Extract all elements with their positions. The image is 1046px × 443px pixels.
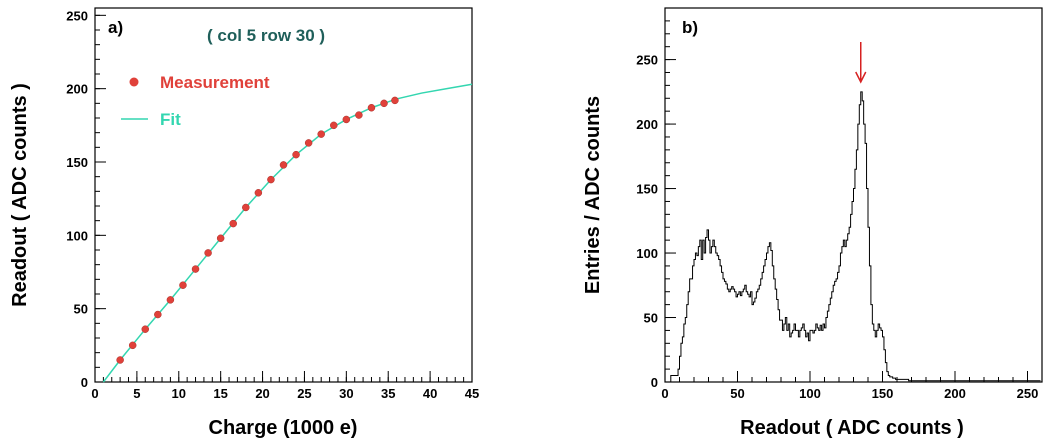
peak-arrow <box>855 42 867 84</box>
panel-a-x-tick-label: 10 <box>172 386 186 401</box>
measurement-point <box>342 115 351 124</box>
panel-a-legend: Measurement Fit <box>121 73 270 129</box>
panel-a-frame <box>94 7 473 383</box>
legend-fit-label: Fit <box>160 110 181 129</box>
panel-a: a) ( col 5 row 30 ) Charge (1000 e) Read… <box>9 7 479 439</box>
panel-b-x-tick-label: 150 <box>872 386 894 401</box>
measurement-point <box>204 249 212 257</box>
panel-b-label: b) <box>682 18 698 37</box>
panel-b-y-axis-label: Entries / ADC counts <box>582 96 604 294</box>
measurement-point <box>229 219 237 228</box>
panel-a-y-tick-label: 100 <box>66 228 88 243</box>
measurement-point <box>380 99 388 108</box>
panel-b-y-tick-label: 50 <box>644 311 658 326</box>
peak-arrow-head <box>855 71 867 84</box>
panel-b-x-tick-label: 50 <box>730 386 744 401</box>
panel-a-ticks: 0 5 10 15 20 25 30 35 40 45 0 50 100 150 200 250 <box>66 8 479 401</box>
panel-b-x-tick-label: 200 <box>944 386 966 401</box>
panel-b-y-tick-label: 250 <box>636 53 658 68</box>
legend-measurement-marker <box>129 77 139 87</box>
measurement-point <box>317 130 325 138</box>
panel-a-x-tick-label: 0 <box>91 386 98 401</box>
panel-b-y-tick-label: 150 <box>636 182 658 197</box>
panel-a-y-tick-label: 0 <box>81 375 88 390</box>
panel-a-x-tick-label: 40 <box>423 386 437 401</box>
panel-b-y-tick-label: 0 <box>651 375 658 390</box>
panel-a-y-tick-label: 50 <box>74 302 88 317</box>
panel-a-x-axis-label: Charge (1000 e) <box>209 417 358 439</box>
panel-a-y-axis-label: Readout ( ADC counts ) <box>9 83 31 307</box>
panel-a-x-tick-label: 25 <box>297 386 311 401</box>
panel-b-y-tick-label: 100 <box>636 246 658 261</box>
measurement-point <box>166 296 175 304</box>
measurement-point <box>304 139 313 147</box>
panel-b-x-axis-label: Readout ( ADC counts ) <box>740 417 964 439</box>
measurement-point <box>116 356 124 364</box>
panel-a-x-tick-label: 15 <box>213 386 227 401</box>
measurement-point <box>179 281 187 289</box>
panel-a-points-layer <box>116 96 399 364</box>
measurement-point <box>128 341 137 350</box>
panel-a-x-tick-label: 35 <box>381 386 395 401</box>
panel-a-y-tick-label: 200 <box>66 82 88 97</box>
measurement-point <box>279 161 288 169</box>
panel-a-annotation: ( col 5 row 30 ) <box>207 26 325 45</box>
measurement-point <box>254 189 263 197</box>
panel-b-ticks: 0 50 100 150 200 250 0 50 100 150 200 250 <box>636 7 1043 401</box>
panel-a-label: a) <box>108 18 123 37</box>
panel-a-x-tick-label: 45 <box>465 386 479 401</box>
panel-b-y-tick-label: 200 <box>636 117 658 132</box>
measurement-point <box>292 150 300 159</box>
panel-a-x-tick-label: 20 <box>255 386 269 401</box>
panel-b-x-tick-label: 100 <box>799 386 821 401</box>
panel-b-x-tick-label: 0 <box>661 386 668 401</box>
measurement-point <box>141 325 150 333</box>
panel-a-x-tick-label: 5 <box>133 386 140 401</box>
measurement-point <box>191 265 200 273</box>
panel-b: b) Readout ( ADC counts ) Entries / ADC … <box>582 7 1043 439</box>
measurement-point <box>267 175 275 184</box>
measurement-point <box>355 111 363 119</box>
panel-a-y-tick-label: 150 <box>66 155 88 170</box>
panel-a-fit-layer <box>102 83 473 383</box>
measurement-point <box>330 121 338 130</box>
panel-a-x-tick-label: 30 <box>339 386 353 401</box>
measurement-point <box>242 203 250 212</box>
measurement-point <box>216 234 225 243</box>
panel-b-x-tick-label: 250 <box>1017 386 1039 401</box>
measurement-point <box>367 103 376 112</box>
panel-a-y-tick-label: 250 <box>66 8 88 23</box>
fit-curve <box>102 83 473 383</box>
panel-b-histogram-layer <box>665 91 1041 383</box>
legend-measurement-label: Measurement <box>160 73 270 92</box>
measurement-point <box>154 310 162 319</box>
measurement-point <box>391 96 399 105</box>
histogram-outline <box>665 91 1041 383</box>
